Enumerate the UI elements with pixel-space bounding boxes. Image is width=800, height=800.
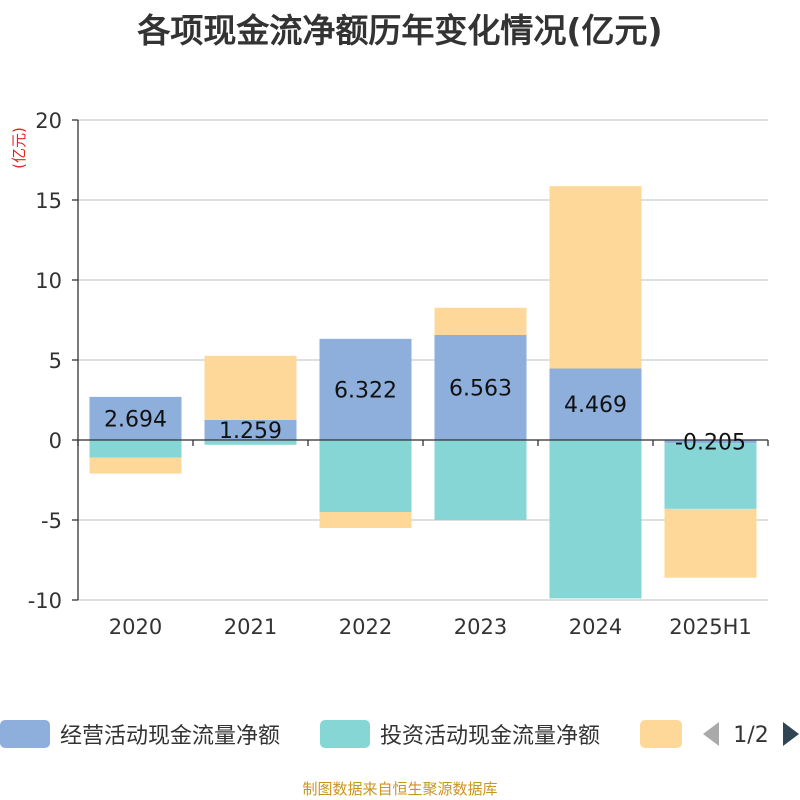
y-tick-label: 5 [49,349,62,373]
bar-series-1 [89,396,182,440]
bar-series-1 [549,368,642,440]
x-tick-label: 2024 [569,615,622,639]
bar-series-1 [434,334,527,440]
data-label: 1.259 [219,419,282,444]
triangle-left-icon [703,722,719,746]
data-label: 2.694 [104,407,167,432]
bar-series-2 [89,440,182,458]
legend-page-indicator: 1/2 [733,723,768,748]
legend-swatch-3 [640,720,682,748]
y-tick-label: 15 [35,189,62,213]
data-label: -0.205 [675,431,746,456]
bar-series-3 [664,508,757,578]
y-tick-label: 10 [35,269,62,293]
labels-layer: 2.694 1.259 6.322 6.563 4.469 -0.205 [104,376,746,455]
bar-series-1 [319,338,412,440]
bar-series-1 [204,419,297,440]
y-tick-label: -5 [41,509,62,533]
legend-swatch-1 [0,720,50,748]
legend-swatch-2 [320,720,370,748]
source-note: 制图数据来自恒生聚源数据库 [302,780,498,798]
legend-label-1: 经营活动现金流量净额 [60,724,280,749]
y-tick-label: 0 [49,429,62,453]
bar-series-2 [549,440,642,599]
bars-layer [89,186,757,599]
legend: 经营活动现金流量净额 投资活动现金流量净额 1/2 [0,720,799,749]
bar-series-2 [664,443,757,509]
x-tick-label: 2020 [109,615,162,639]
legend-label-2: 投资活动现金流量净额 [380,724,600,749]
bar-series-2 [204,440,297,445]
chart-title: 各项现金流净额历年变化情况(亿元) [137,11,663,50]
y-axis-unit-label: (亿元) [10,127,28,169]
bar-series-1 [664,440,757,444]
x-tick-label: 2023 [454,615,507,639]
data-label: 6.322 [334,378,397,403]
bar-series-3 [89,457,182,474]
y-tick-label: -10 [28,589,62,613]
x-tick-label: 2025H1 [669,615,752,639]
data-label: 6.563 [449,376,512,401]
x-tick-label: 2022 [339,615,392,639]
bar-series-3 [204,355,297,420]
grid-layer [78,119,768,601]
bar-series-3 [319,512,412,528]
bar-series-3 [434,307,527,335]
x-tick-label: 2021 [224,615,277,639]
axis-layer: 20 15 10 5 0 -5 -10 (亿元) 2020 2021 2022 2023 2024 202… [10,109,769,639]
bar-series-2 [319,440,412,512]
triangle-right-icon [783,722,799,746]
bar-series-2 [434,440,527,520]
data-label: 4.469 [564,393,627,418]
bar-series-3 [549,186,642,369]
y-tick-label: 20 [35,109,62,133]
